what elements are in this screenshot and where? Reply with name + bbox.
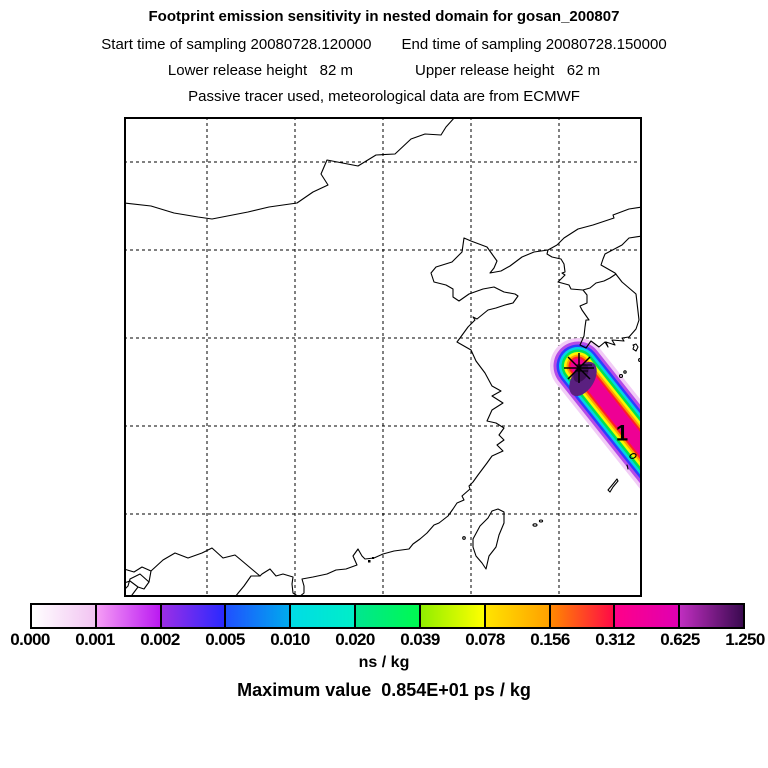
island-amami bbox=[629, 453, 637, 459]
colorbar-cell bbox=[289, 605, 355, 627]
page-title: Footprint emission sensitivity in nested… bbox=[148, 8, 620, 25]
border-dmz bbox=[582, 273, 617, 291]
colorbar-tick: 0.625 bbox=[660, 630, 700, 649]
colorbar-cell bbox=[418, 605, 484, 627]
border-vietnam-china bbox=[125, 547, 261, 590]
colorbar-tick: 0.078 bbox=[465, 630, 505, 649]
island-tokara bbox=[626, 464, 629, 470]
release-heights-row: Lower release height 82 m Upper release … bbox=[0, 62, 768, 79]
colorbar-tick: 1.250 bbox=[725, 630, 765, 649]
colorbar-cell bbox=[354, 605, 419, 627]
colorbar-tick: 0.020 bbox=[335, 630, 375, 649]
colorbar-units-label: ns / kg bbox=[358, 654, 410, 671]
colorbar-cell bbox=[159, 605, 225, 627]
sampling-times-row: Start time of sampling 20080728.120000 E… bbox=[0, 36, 768, 53]
max-value-label: Maximum value 0.854E+01 ps / kg bbox=[237, 680, 531, 700]
island-yaeyama-2 bbox=[538, 519, 544, 523]
map-panel: 1 bbox=[124, 117, 642, 597]
colorbar-tick: 0.002 bbox=[140, 630, 180, 649]
map-border bbox=[124, 117, 642, 597]
colorbar bbox=[30, 603, 745, 629]
colorbar-tick: 0.312 bbox=[595, 630, 635, 649]
border-yalu-tumen bbox=[547, 206, 641, 251]
border-mongolia-china bbox=[125, 118, 455, 220]
colorbar-tick: 0.001 bbox=[75, 630, 115, 649]
border-laos-detail bbox=[125, 566, 152, 596]
island-penghu bbox=[462, 536, 466, 540]
colorbar-tick: 0.039 bbox=[400, 630, 440, 649]
island-goto-1 bbox=[618, 373, 624, 379]
colorbar-cell bbox=[32, 605, 95, 627]
colorbar-cell bbox=[613, 605, 679, 627]
colorbar-tick: 0.005 bbox=[205, 630, 245, 649]
colorbar-tick: 0.010 bbox=[270, 630, 310, 649]
lower-release-height-label: Lower release height 82 m bbox=[167, 62, 353, 79]
colorbar-cell bbox=[678, 605, 743, 627]
upper-release-height-label: Upper release height 62 m bbox=[415, 62, 601, 79]
colorbar-cell bbox=[483, 605, 549, 627]
colorbar-ticks: 0.000 0.001 0.002 0.005 0.010 0.020 0.039 0.078… bbox=[0, 630, 768, 652]
island-hongkong-1 bbox=[368, 560, 371, 563]
tracer-note-label: Passive tracer used, meteorological data… bbox=[188, 88, 580, 105]
island-taiwan bbox=[472, 508, 505, 570]
colorbar-cell bbox=[94, 605, 160, 627]
plume-cell-label: 1 bbox=[616, 421, 628, 446]
island-yaeyama-1 bbox=[532, 523, 538, 527]
source-marker-icon bbox=[564, 353, 594, 383]
start-time-label: Start time of sampling 20080728.120000 bbox=[101, 36, 372, 53]
island-okinawa bbox=[607, 478, 619, 493]
map-svg: 1 bbox=[124, 117, 642, 597]
tracer-note-row: Passive tracer used, meteorological data… bbox=[0, 88, 768, 105]
island-hongkong-2 bbox=[372, 557, 374, 559]
end-time-label: End time of sampling 20080728.150000 bbox=[401, 36, 667, 53]
colorbar-tick: 0.156 bbox=[530, 630, 570, 649]
island-goto-2 bbox=[623, 370, 627, 374]
island-tsushima bbox=[632, 343, 639, 352]
colorbar-cell bbox=[224, 605, 290, 627]
coastline-mainland-east-asia bbox=[235, 235, 641, 596]
colorbar-tick: 0.000 bbox=[10, 630, 50, 649]
colorbar-cell bbox=[548, 605, 614, 627]
